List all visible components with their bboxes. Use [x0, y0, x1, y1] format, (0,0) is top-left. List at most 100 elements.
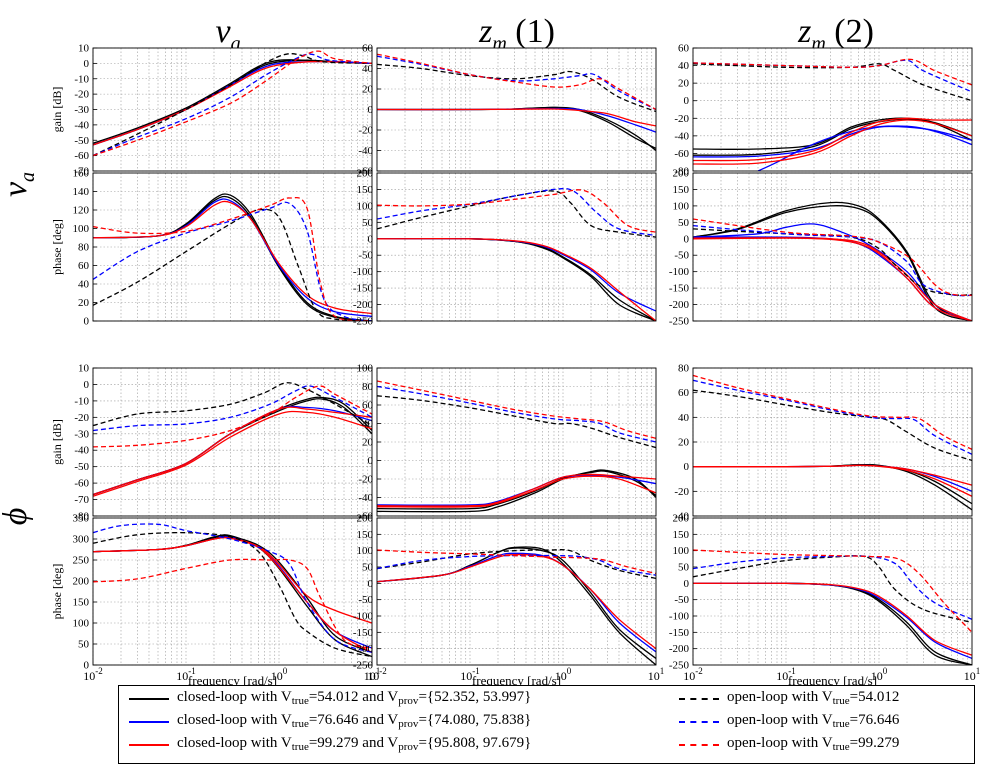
y-tick-label: -100: [353, 611, 374, 623]
y-tick-label: 10: [78, 43, 90, 55]
axes-frame: [692, 47, 973, 172]
y-tick-label: 20: [362, 437, 374, 449]
legend-entry: closed-loop with Vtrue=76.646 and Vprov=…: [129, 711, 531, 732]
y-tick-label: 10: [78, 363, 90, 375]
legend-label: open-loop with Vtrue=99.279: [727, 734, 900, 755]
y-tick-label: 100: [673, 545, 690, 557]
legend-label: closed-loop with Vtrue=76.646 and Vprov=…: [177, 711, 531, 732]
y-tick-label: -20: [74, 412, 89, 424]
series-group: [93, 50, 372, 157]
series-group: [377, 187, 656, 321]
y-tick-label: -50: [74, 135, 89, 147]
legend-text: open-loop with V: [727, 711, 833, 728]
legend-text: =99.279: [849, 734, 900, 751]
series-group: [693, 549, 972, 665]
plot-area: [693, 518, 972, 665]
subplot-r3c0: 0 50 100 150 200 250 300 350 phase [deg] 10-2 10-1…: [50, 513, 380, 686]
closed-loop-line: [693, 117, 972, 162]
y-axis-label: gain [dB]: [50, 87, 64, 133]
y-tick-label: -200: [353, 299, 374, 311]
x-tick-label: 10-2: [83, 666, 103, 683]
legend-text: =99.279 and V: [308, 734, 399, 751]
y-tick-label: 150: [673, 184, 690, 196]
plot-area: [93, 518, 372, 665]
y-tick-label: -150: [353, 283, 374, 295]
plot-area: [93, 368, 372, 516]
open-loop-line: [93, 196, 372, 321]
plot-area: [377, 173, 656, 321]
y-tick-label: 20: [678, 78, 690, 90]
y-tick-label: -250: [353, 316, 374, 328]
y-tick-label: -50: [74, 461, 89, 473]
axes-frame: [376, 47, 657, 172]
closed-loop-line: [693, 464, 972, 497]
open-loop-line: [377, 549, 656, 575]
plot-area: [93, 173, 372, 321]
x-axis-label: frequency [rad/s]: [472, 673, 561, 685]
legend-dashed-line: [679, 698, 719, 700]
open-loop-line: [693, 549, 972, 633]
subplot-r3c1: -250 -200 -150 -100 -50 0 50 100 150 200 10-2 10-1 1…: [353, 513, 664, 686]
x-tick-label: 10-2: [683, 666, 703, 683]
open-loop-line: [377, 385, 656, 443]
y-tick-label: 50: [362, 217, 374, 229]
y-tick-label: 20: [78, 297, 90, 309]
y-tick-label: 0: [368, 578, 374, 590]
y-tick-label: -250: [669, 316, 690, 328]
legend-subscript: true: [832, 740, 850, 753]
y-tick-label: -30: [74, 104, 89, 116]
y-tick-label: -20: [674, 486, 689, 498]
legend-text: =76.646: [849, 711, 900, 728]
legend-entry: open-loop with Vtrue=54.012: [679, 689, 899, 708]
y-tick-label: 80: [362, 381, 374, 393]
open-loop-line: [693, 218, 972, 296]
y-tick-label: 0: [684, 578, 690, 590]
open-loop-line: [93, 201, 372, 321]
y-tick-label: 40: [678, 412, 690, 424]
open-loop-line: [693, 224, 972, 297]
x-tick-label: 101: [648, 666, 665, 683]
axes-frame: [376, 172, 657, 322]
axes-frame: [92, 517, 373, 666]
legend-label: closed-loop with Vtrue=99.279 and Vprov=…: [177, 734, 531, 755]
y-tick-label: -150: [669, 627, 690, 639]
y-axis-label: phase [deg]: [50, 564, 64, 620]
x-axis-label: frequency [rad/s]: [188, 673, 277, 685]
y-tick-label: 350: [73, 513, 90, 525]
y-tick-label: 60: [362, 400, 374, 412]
y-tick-label: 200: [73, 576, 90, 588]
legend-subscript: true: [291, 717, 309, 730]
open-loop-line: [377, 189, 656, 233]
y-tick-label: 0: [84, 660, 90, 672]
y-tick-label: -100: [353, 266, 374, 278]
subplot-r1c0: 0 20 40 60 80 100 120 140 160 phase [deg]: [50, 168, 373, 328]
closed-loop-line: [377, 473, 656, 507]
closed-loop-line: [693, 205, 972, 321]
y-tick-label: -200: [353, 643, 374, 655]
y-tick-label: 50: [678, 562, 690, 574]
y-tick-label: 40: [362, 418, 374, 430]
y-tick-label: 80: [78, 242, 90, 254]
y-tick-label: 100: [357, 363, 374, 375]
x-tick-label: 10-1: [776, 666, 796, 683]
plot-area: [693, 48, 972, 171]
open-loop-line: [377, 63, 656, 113]
open-loop-line: [693, 374, 972, 450]
y-tick-label: -20: [358, 125, 373, 137]
legend-text: closed-loop with V: [177, 688, 292, 705]
y-tick-label: 0: [84, 58, 90, 70]
legend-text: =54.012 and V: [308, 688, 399, 705]
legend-text: ={52.352, 53.997}: [418, 688, 532, 705]
open-loop-line: [93, 50, 372, 157]
axes-frame: [692, 367, 973, 517]
y-tick-label: 250: [73, 555, 90, 567]
legend-text: =76.646 and V: [308, 711, 399, 728]
axes-frame: [692, 517, 973, 666]
subplot-r2c0: -80 -70 -60 -50 -40 -30 -20 -10 0 10 gain [dB]: [50, 363, 373, 523]
x-tick-label: 101: [364, 666, 381, 683]
y-tick-label: -40: [74, 119, 89, 131]
closed-loop-line: [377, 553, 656, 650]
y-tick-label: -20: [74, 89, 89, 101]
y-tick-label: 0: [368, 104, 374, 116]
